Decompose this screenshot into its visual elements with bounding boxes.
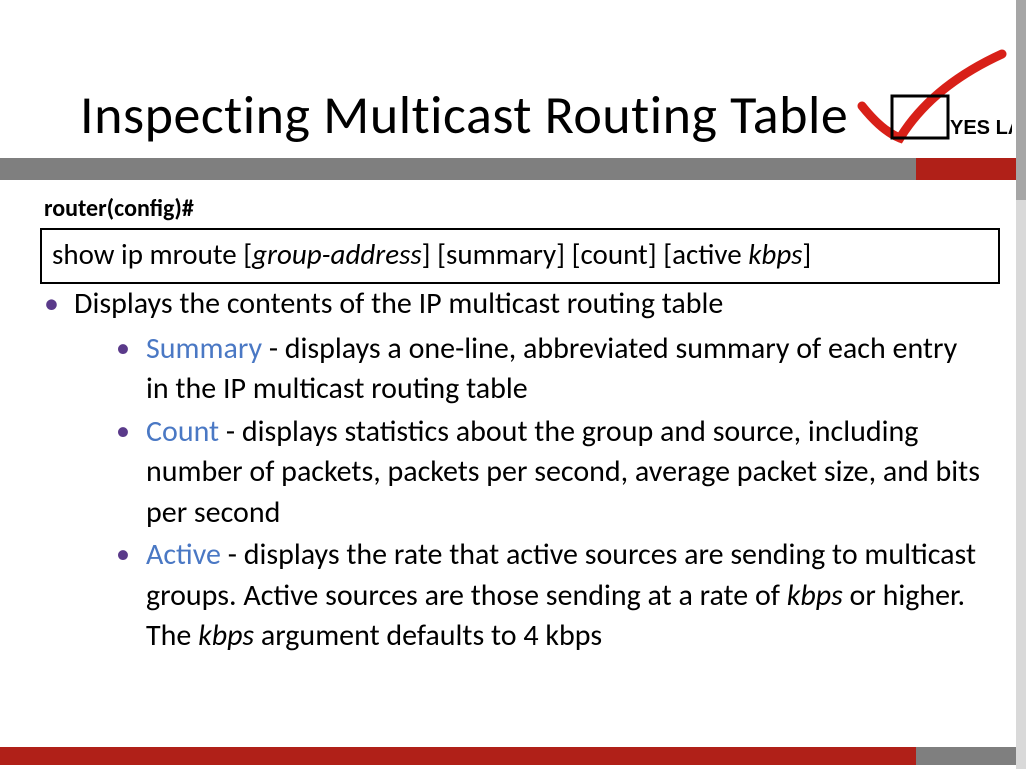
sub-text: argument defaults to 4 kbps bbox=[254, 617, 602, 654]
slide: Inspecting Multicast Routing Table YES L… bbox=[0, 0, 1016, 769]
sub-label: Count bbox=[146, 413, 219, 450]
cmd-part: ] [summary] [count] [active bbox=[422, 236, 749, 272]
sub-ital: kbps bbox=[198, 617, 254, 654]
yeslab-logo: YES LAB bbox=[852, 46, 1012, 156]
sub-text: - displays statistics about the group an… bbox=[146, 413, 980, 531]
cmd-param: group-address bbox=[252, 236, 422, 272]
sub-ital: kbps bbox=[787, 577, 843, 614]
footer-bar-gray bbox=[916, 747, 1016, 765]
bullet-area: Displays the contents of the IP multicas… bbox=[44, 284, 984, 661]
cmd-part: show ip mroute [ bbox=[52, 236, 252, 272]
header-bar-gray bbox=[0, 158, 916, 180]
sub-label: Active bbox=[146, 536, 221, 573]
scrollbar-thumb[interactable] bbox=[1016, 0, 1026, 200]
sub-label: Summary bbox=[146, 330, 262, 367]
bullet-sub: Summary - displays a one-line, abbreviat… bbox=[116, 329, 984, 410]
command-box: show ip mroute [group-address] [summary]… bbox=[40, 228, 1000, 284]
bullet-main-text: Displays the contents of the IP multicas… bbox=[74, 285, 723, 322]
bullet-sub: Count - displays statistics about the gr… bbox=[116, 412, 984, 534]
bullet-sub: Active - displays the rate that active s… bbox=[116, 535, 984, 657]
sub-text: - displays a one-line, abbreviated summa… bbox=[146, 330, 957, 408]
footer-bar-red bbox=[0, 747, 916, 765]
slide-title: Inspecting Multicast Routing Table bbox=[80, 82, 848, 148]
logo-text: YES LAB bbox=[950, 117, 1012, 139]
cmd-param: kbps bbox=[748, 236, 802, 272]
header-bar-red bbox=[916, 158, 1016, 180]
bullet-main: Displays the contents of the IP multicas… bbox=[44, 284, 984, 657]
router-prompt: router(config)# bbox=[44, 194, 194, 223]
cmd-part: ] bbox=[802, 236, 811, 272]
